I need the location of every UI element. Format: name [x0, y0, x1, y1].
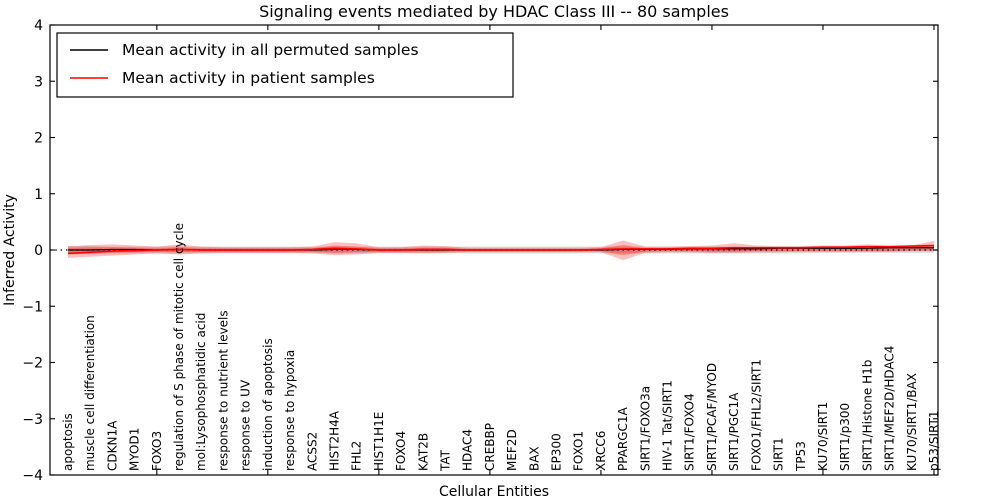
entity-tick-label: TAT	[438, 449, 452, 472]
entity-tick-label: BAX	[527, 446, 541, 471]
entity-tick-label: ACSS2	[305, 432, 319, 471]
entity-tick-label: FOXO3	[150, 431, 164, 471]
y-tick-label: 3	[34, 74, 43, 90]
entity-tick-label: SIRT1/FOXO4	[683, 393, 697, 471]
plot-area: 4 3 2 1 0 −1 −2 −3 −4 apoptosis muscle cell differ…	[22, 18, 941, 484]
plot-border	[49, 24, 939, 476]
entity-tick-label: FHL2	[350, 441, 364, 471]
patient-mean-line	[67, 244, 935, 255]
entity-tick-label: apoptosis	[61, 413, 75, 471]
entity-tick-label: EP300	[550, 433, 564, 471]
entity-tick-label: FOXO1	[572, 431, 586, 471]
entity-tick-label: KU70/SIRT1	[816, 402, 830, 471]
entity-tick-label: FOXO1/FHL2/SIRT1	[749, 359, 763, 471]
chart-title: Signaling events mediated by HDAC Class …	[259, 2, 729, 21]
y-tick-label: 1	[34, 187, 43, 203]
entity-tick-label: HIST2H4A	[327, 410, 341, 471]
entity-tick-label: p53/SIRT1	[927, 410, 941, 471]
entity-tick-label: mol:Lysophosphatidic acid	[194, 313, 208, 471]
y-tick-label: 4	[34, 18, 43, 34]
y-tick-label: −1	[22, 299, 43, 315]
entity-tick-label: MYOD1	[128, 428, 142, 471]
legend: Mean activity in all permuted samples Me…	[56, 32, 514, 98]
entity-tick-label: CREBBP	[483, 423, 497, 471]
entity-tick-label: SIRT1/Histone H1b	[860, 360, 874, 471]
entity-tick-label: SIRT1/PCAF/MYOD	[705, 363, 719, 471]
entity-tick-label: TP53	[794, 441, 808, 472]
entity-tick-label: SIRT1	[772, 437, 786, 471]
y-tick-label: −2	[22, 356, 43, 372]
entity-tick-label: SIRT1/MEF2D/HDAC4	[883, 346, 897, 471]
entity-tick-label: MEF2D	[505, 429, 519, 471]
entity-tick-label: response to nutrient levels	[216, 310, 230, 471]
legend-label-permuted: Mean activity in all permuted samples	[122, 41, 419, 59]
entity-tick-label: FOXO4	[394, 431, 408, 471]
entity-tick-label: HIST1H1E	[372, 412, 386, 471]
y-tick-label: −4	[22, 468, 43, 484]
entity-tick-label: regulation of S phase of mitotic cell cy…	[172, 223, 186, 471]
y-tick-label: 0	[34, 243, 43, 259]
x-axis-label: Cellular Entities	[439, 484, 549, 500]
entity-tick-label: HDAC4	[461, 429, 475, 471]
entity-tick-label: PPARGC1A	[616, 406, 630, 471]
entity-tick-label: SIRT1/FOXO3a	[638, 386, 652, 471]
entity-tick-label: SIRT1/p300	[838, 403, 852, 471]
entity-tick-label: response to hypoxia	[283, 350, 297, 471]
entity-tick-label: XRCC6	[594, 431, 608, 471]
legend-box	[56, 32, 514, 98]
entity-tick-label: HIV-1 Tat/SIRT1	[661, 380, 675, 471]
y-tick-label: −3	[22, 412, 43, 428]
entity-tick-label: KAT2B	[416, 433, 430, 471]
entity-tick-label: muscle cell differentiation	[83, 315, 97, 471]
entity-tick-label: induction of apoptosis	[261, 338, 275, 471]
entity-tick-label: KU70/SIRT1/BAX	[905, 373, 919, 471]
y-tick-label: 2	[34, 131, 43, 147]
y-axis-label: Inferred Activity	[2, 194, 18, 306]
entity-tick-label: response to UV	[239, 379, 253, 471]
entity-tick-label: CDKN1A	[105, 420, 119, 471]
legend-label-patient: Mean activity in patient samples	[122, 69, 375, 87]
entity-tick-label: SIRT1/PGC1A	[727, 392, 741, 471]
